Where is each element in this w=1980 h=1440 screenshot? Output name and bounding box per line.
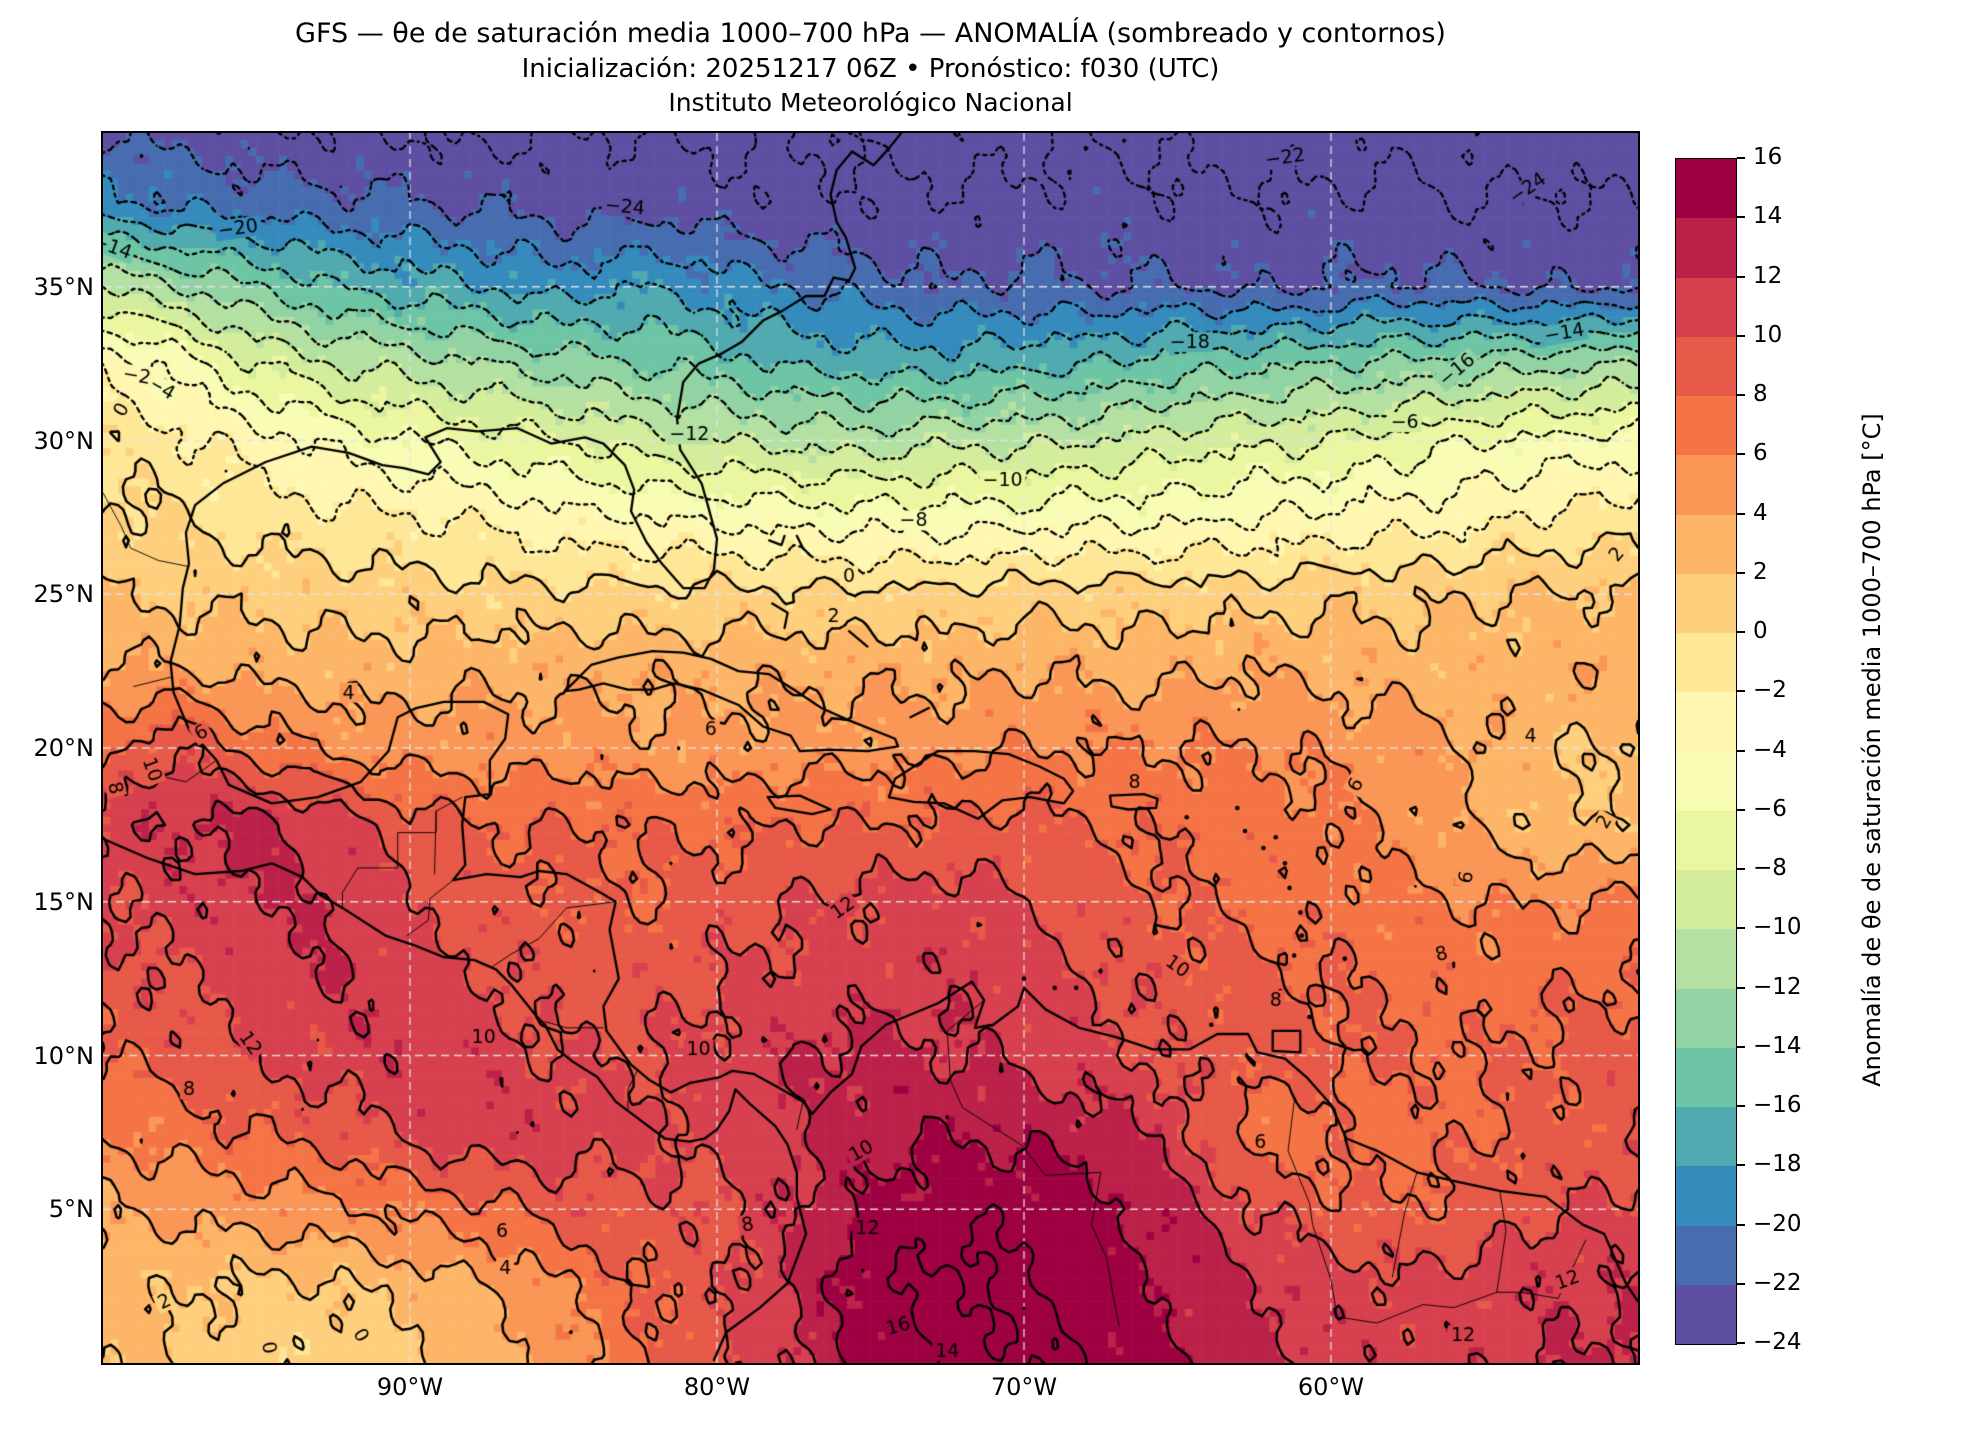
y-axis-tick-35°N: 35°N [33,272,95,301]
colorbar-tick-−8: −8 [1753,855,1787,881]
y-axis-tick-20°N: 20°N [33,734,95,762]
y-axis-tick-25°N: 25°N [33,580,95,609]
colorbar-axis-label: Anomalía de θe de saturación media 1000–… [1858,413,1886,1087]
colorbar-segment [1676,988,1736,1048]
colorbar-tick-−14: −14 [1753,1032,1802,1059]
colorbar-tickmark [1737,334,1745,337]
colorbar-segment [1676,1166,1736,1226]
y-axis-tick-15°N: 15°N [33,887,95,916]
colorbar-segment [1676,336,1736,396]
colorbar-tickmark [1737,1164,1745,1167]
colorbar-tickmark [1737,453,1745,456]
colorbar-tick-−16: −16 [1753,1092,1802,1118]
colorbar-tickmark [1737,690,1745,693]
colorbar-segment [1676,929,1736,989]
colorbar-segment [1676,218,1736,278]
colorbar-tick-0: 0 [1753,618,1768,644]
colorbar-tickmark [1737,1342,1745,1344]
x-axis-tick-70°W: 70°W [990,1373,1058,1401]
colorbar-segment [1676,1047,1736,1107]
colorbar-tickmark [1737,1223,1745,1226]
y-axis-tick-10°N: 10°N [33,1041,95,1070]
chart-title: GFS — θe de saturación media 1000–700 hP… [295,18,1446,49]
colorbar-tickmark [1737,1105,1745,1107]
colorbar-segment [1676,396,1736,456]
colorbar-tickmark [1737,1282,1745,1285]
colorbar-segment [1676,751,1736,811]
colorbar-tick-−12: −12 [1753,973,1802,1000]
colorbar-tickmark [1737,512,1745,515]
colorbar-tick-−6: −6 [1753,795,1787,822]
colorbar-segment [1676,1284,1736,1344]
colorbar-tick-−18: −18 [1753,1151,1802,1178]
colorbar-tick-6: 6 [1753,440,1768,467]
colorbar-tickmark [1737,571,1745,574]
colorbar-tickmark [1737,808,1745,811]
x-axis-tick-60°W: 60°W [1297,1373,1365,1401]
colorbar [1675,158,1737,1345]
colorbar-segment [1676,810,1736,870]
colorbar-segment [1676,1107,1736,1167]
colorbar-tick-8: 8 [1753,381,1768,407]
map-plot-area [101,131,1640,1365]
colorbar-tickmark [1737,1045,1745,1048]
colorbar-segment [1676,1225,1736,1285]
colorbar-tickmark [1737,394,1745,396]
colorbar-tick-−4: −4 [1753,736,1787,763]
colorbar-tick-−22: −22 [1753,1269,1802,1296]
x-axis-tick-80°W: 80°W [683,1373,751,1401]
colorbar-segment [1676,455,1736,515]
colorbar-segment [1676,277,1736,337]
colorbar-segment [1676,573,1736,633]
x-axis-tick-90°W: 90°W [376,1373,444,1401]
colorbar-tickmark [1737,275,1745,278]
colorbar-tick-−10: −10 [1753,914,1802,941]
y-axis-tick-30°N: 30°N [33,426,95,455]
colorbar-segment [1676,870,1736,930]
colorbar-tick-−2: −2 [1753,677,1787,704]
colorbar-tick-12: 12 [1753,262,1783,289]
colorbar-segment [1676,514,1736,574]
colorbar-tickmark [1737,749,1745,752]
colorbar-tick-10: 10 [1753,321,1783,348]
colorbar-segment [1676,633,1736,693]
colorbar-segment [1676,159,1736,219]
colorbar-tick-2: 2 [1753,558,1768,585]
colorbar-tickmark [1737,631,1745,633]
colorbar-tick-16: 16 [1753,144,1783,170]
chart-subtitle-institute: Instituto Meteorológico Nacional [668,88,1073,117]
colorbar-tick-−20: −20 [1753,1210,1802,1237]
chart-subtitle-init-forecast: Inicialización: 20251217 06Z • Pronóstic… [521,54,1220,84]
y-axis-tick-5°N: 5°N [48,1195,94,1224]
colorbar-tick-−24: −24 [1753,1329,1802,1355]
colorbar-tick-4: 4 [1753,499,1768,526]
colorbar-tickmark [1737,927,1745,930]
map-canvas [103,133,1638,1363]
colorbar-tick-14: 14 [1753,203,1783,230]
colorbar-tickmark [1737,216,1745,219]
colorbar-tickmark [1737,868,1745,870]
colorbar-tickmark [1737,157,1745,159]
colorbar-tickmark [1737,986,1745,989]
colorbar-segment [1676,692,1736,752]
